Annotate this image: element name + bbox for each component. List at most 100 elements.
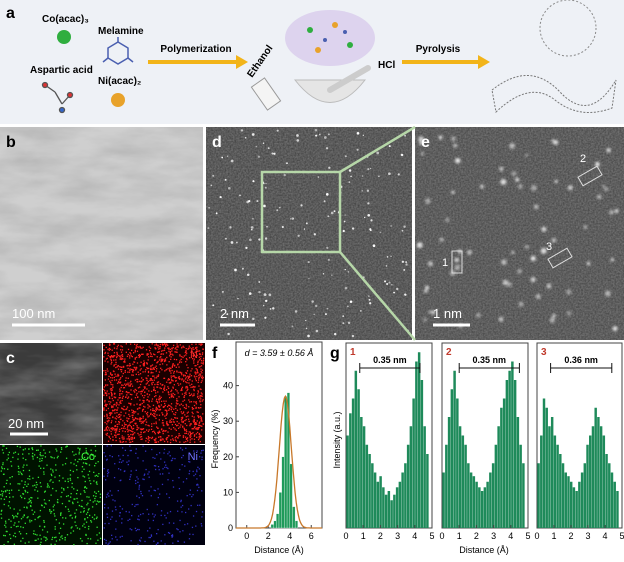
atom-dot — [294, 310, 298, 313]
element-dot — [153, 422, 155, 425]
element-dot — [71, 526, 73, 528]
element-dot — [117, 364, 119, 367]
atom-dot — [229, 226, 232, 229]
element-dot — [17, 453, 20, 455]
element-dot — [142, 353, 144, 355]
element-dot — [104, 360, 106, 362]
element-dot — [166, 356, 168, 359]
element-dot — [166, 368, 168, 371]
element-dot — [104, 401, 106, 403]
element-dot — [152, 408, 154, 410]
element-dot — [57, 455, 59, 458]
element-dot — [190, 401, 193, 403]
atom-dot — [307, 261, 310, 264]
element-dot — [111, 397, 113, 400]
element-dot — [133, 390, 135, 392]
element-dot — [156, 383, 158, 385]
element-dot — [173, 384, 176, 386]
element-dot — [185, 371, 187, 374]
element-dot — [3, 503, 5, 506]
element-dot — [131, 414, 133, 417]
element-dot — [169, 351, 172, 353]
element-dot — [20, 540, 22, 542]
element-dot — [185, 386, 187, 388]
element-dot — [133, 366, 135, 369]
element-dot — [138, 373, 140, 376]
element-dot — [175, 405, 177, 407]
element-dot — [163, 389, 166, 392]
element-dot — [171, 424, 174, 426]
element-dot — [104, 399, 106, 402]
element-dot — [84, 491, 86, 493]
atom-dot — [344, 155, 347, 158]
profile-bar — [522, 463, 525, 528]
element-dot — [192, 346, 194, 349]
element-dot — [60, 513, 62, 515]
profile-bar — [480, 491, 484, 528]
element-dot — [191, 386, 194, 388]
atom-dot — [606, 147, 611, 153]
element-dot — [103, 527, 105, 529]
atom-dot — [428, 310, 432, 314]
element-dot — [124, 358, 126, 360]
element-dot — [194, 351, 196, 354]
element-dot — [41, 457, 43, 460]
element-dot — [156, 386, 158, 388]
element-dot — [134, 417, 137, 420]
element-dot — [9, 533, 11, 536]
element-dot — [126, 365, 128, 367]
element-dot — [189, 436, 191, 439]
element-dot — [142, 371, 144, 373]
element-dot — [108, 436, 111, 438]
element-dot — [97, 539, 99, 541]
element-dot — [151, 431, 154, 433]
element-dot — [162, 419, 164, 422]
element-dot — [197, 381, 199, 384]
element-dot — [83, 456, 86, 459]
element-dot — [177, 403, 179, 405]
element-dot — [199, 373, 201, 375]
element-dot — [190, 386, 192, 388]
element-dot — [149, 437, 151, 439]
element-dot — [111, 516, 113, 518]
element-dot — [37, 517, 39, 519]
element-dot — [29, 521, 31, 523]
site-label: 2 — [580, 153, 586, 165]
x-tick-label: 4 — [287, 531, 292, 541]
element-dot — [43, 521, 45, 523]
element-dot — [148, 394, 151, 396]
element-dot — [160, 510, 163, 512]
atom-dot — [230, 159, 234, 163]
site-box — [451, 250, 463, 274]
element-dot — [37, 497, 39, 499]
element-dot — [37, 449, 39, 451]
element-dot — [107, 407, 110, 410]
element-dot — [188, 420, 190, 423]
element-dot — [152, 519, 155, 522]
element-dot — [196, 489, 199, 492]
element-dot — [167, 404, 170, 406]
atom-dot — [245, 246, 248, 250]
element-dot — [182, 411, 185, 413]
histogram-bar — [294, 520, 298, 529]
element-dot — [185, 447, 187, 449]
element-dot — [178, 366, 180, 368]
profile-bar — [420, 380, 424, 528]
element-dot — [108, 419, 110, 422]
element-dot — [168, 382, 171, 384]
element-dot — [136, 343, 138, 346]
element-dot — [173, 370, 175, 373]
element-dot — [103, 394, 105, 396]
element-dot — [171, 394, 173, 396]
element-dot — [153, 465, 156, 467]
element-dot — [118, 379, 120, 381]
x-tick-label: 1 — [457, 531, 462, 541]
atom-dot — [244, 136, 247, 139]
element-dot — [110, 363, 112, 365]
element-dot — [118, 461, 121, 463]
element-dot — [173, 365, 176, 367]
element-dot — [192, 515, 195, 517]
element-dot — [114, 373, 116, 375]
element-dot — [129, 528, 131, 530]
element-dot — [65, 446, 67, 448]
